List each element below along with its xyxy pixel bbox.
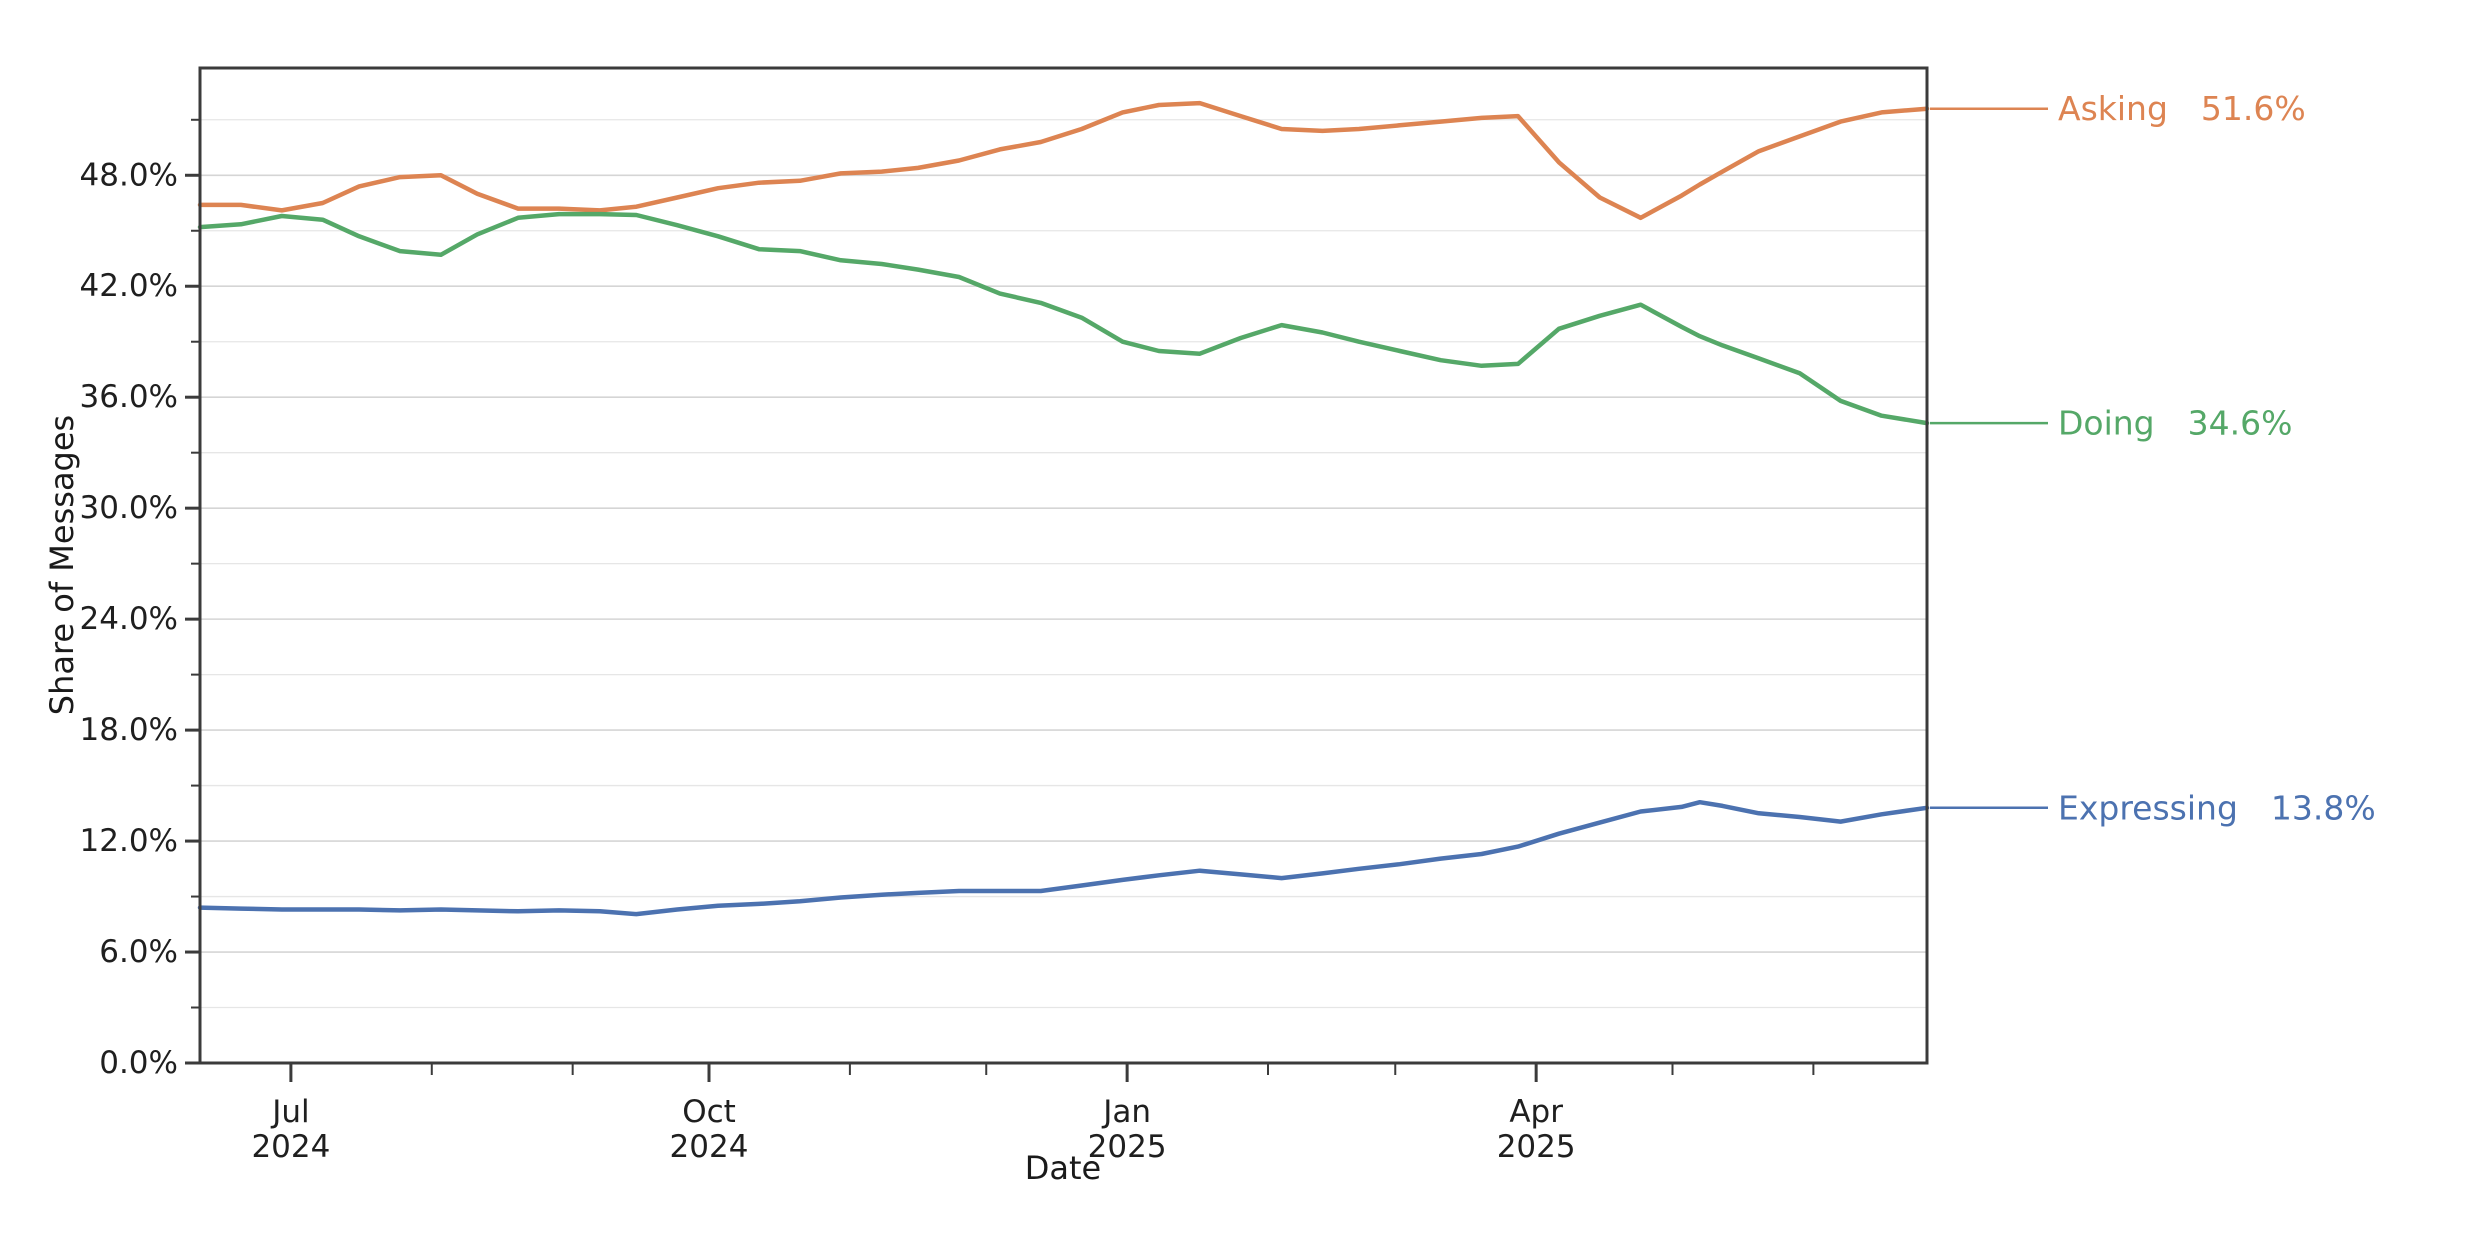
plot-border [198,66,1929,1065]
y-tick-label: 30.0% [80,490,178,526]
x-tick-label-month: Jan [1101,1094,1151,1130]
series-line-asking [197,100,1930,221]
y-tick-label: 36.0% [80,379,178,415]
x-tick-label-year: 2025 [1088,1129,1167,1165]
x-tick-label-month: Jul [270,1094,309,1130]
series-line-doing [197,211,1930,426]
series-line-expressing [197,799,1930,917]
x-tick-label-month: Apr [1509,1094,1563,1130]
series-end-label-asking: Asking 51.6% [2058,89,2306,128]
y-tick-label: 6.0% [99,934,178,970]
x-tick-label-year: 2024 [251,1129,330,1165]
series-end-label-expressing: Expressing 13.8% [2058,788,2376,827]
y-tick-label: 48.0% [80,157,178,193]
x-tick-label-year: 2025 [1497,1129,1576,1165]
y-tick-label: 24.0% [80,601,178,637]
series-end-label-doing: Doing 34.6% [2058,404,2292,443]
y-tick-label: 12.0% [80,823,178,859]
y-tick-label: 0.0% [99,1045,178,1081]
y-tick-label: 42.0% [80,268,178,304]
y-axis-title: Share of Messages [43,414,81,716]
x-axis-title: Date [1024,1149,1102,1187]
x-tick-label-month: Oct [682,1094,736,1130]
x-tick-label-year: 2024 [670,1129,749,1165]
y-tick-label: 18.0% [80,712,178,748]
